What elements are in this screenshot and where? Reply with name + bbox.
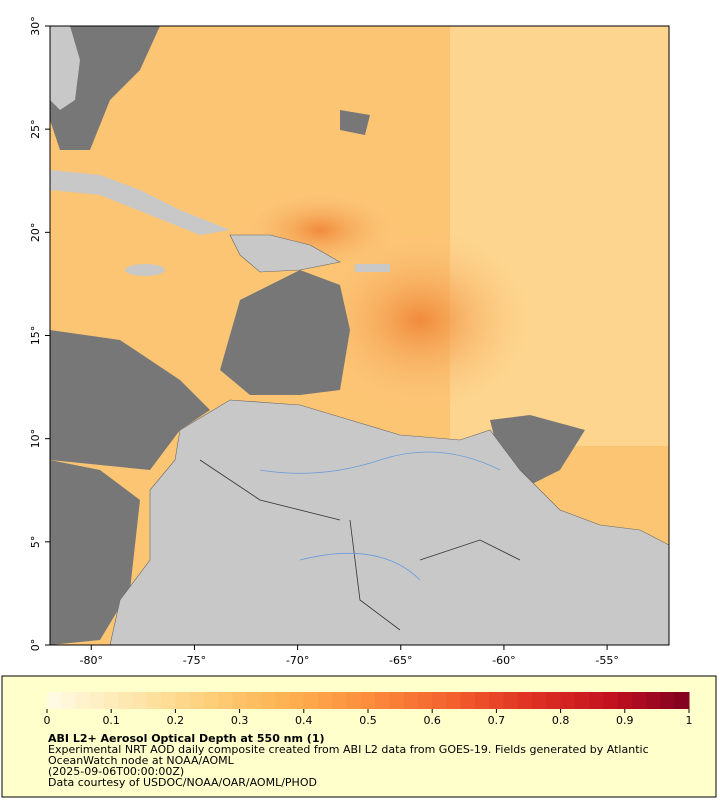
colorbar-swatch [289,692,305,709]
colorbar-swatch [47,692,62,709]
colorbar-swatch [360,692,376,709]
caption-line: OceanWatch node at NOAA/AOML [48,754,235,767]
colorbar-swatch [146,692,162,709]
x-tick-label: -60° [492,654,515,667]
land [50,26,80,110]
colorbar-swatch [603,692,619,709]
colorbar-swatch [560,692,576,709]
colorbar-swatch [232,692,248,709]
colorbar-swatch [189,692,205,709]
colorbar-swatch [318,692,333,709]
colorbar-swatch [631,692,647,709]
colorbar-swatch [589,692,604,709]
aod-plume [310,230,530,410]
colorbar: 0 0.1 0.2 0.3 0.4 0.5 0.6 0.7 0.8 0.9 1 [44,692,693,727]
colorbar-swatch [175,692,191,709]
colorbar-swatch [617,692,633,709]
land [355,264,390,272]
colorbar-swatch [218,692,233,709]
colorbar-swatch [303,692,319,709]
colorbar-swatch [203,692,219,709]
x-tick-label: -75° [183,654,206,667]
caption-line: Experimental NRT AOD daily composite cre… [48,743,649,756]
colorbar-tick-label: 0.3 [231,714,249,727]
colorbar-tick-label: 0.6 [423,714,441,727]
colorbar-swatch [118,692,134,709]
colorbar-swatch [375,692,390,709]
no-data [50,330,210,470]
colorbar-swatch [489,692,505,709]
colorbar-swatch [503,692,519,709]
colorbar-tick-label: 0.8 [552,714,570,727]
y-tick-label: 20° [29,223,42,243]
caption-line: Data courtesy of USDOC/NOAA/OAR/AOML/PHO… [48,776,317,789]
colorbar-swatch [475,692,490,709]
y-tick-label: 5° [29,536,42,549]
colorbar-swatch [446,692,462,709]
y-tick-label: 30° [29,16,42,36]
y-tick-label: 15° [29,326,42,346]
colorbar-swatch [417,692,433,709]
colorbar-swatch [75,692,91,709]
land [109,399,670,646]
caption-line: (2025-09-06T00:00:00Z) [48,765,184,778]
caption-title: ABI L2+ Aerosol Optical Depth at 550 nm … [48,732,325,745]
colorbar-tick-label: 0.2 [167,714,185,727]
x-tick-label: -65° [389,654,412,667]
colorbar-swatch [546,692,562,709]
no-data [340,110,370,135]
colorbar-swatch [460,692,476,709]
land [229,234,341,273]
colorbar-swatch [246,692,262,709]
x-tick-label: -55° [595,654,618,667]
no-data [220,270,350,395]
colorbar-swatch [574,692,590,709]
colorbar-swatch [61,692,77,709]
colorbar-tick-label: 0.1 [102,714,120,727]
colorbar-swatch [261,692,276,709]
colorbar-tick-label: 0 [44,714,51,727]
colorbar-tick-label: 0.4 [295,714,313,727]
colorbar-tick-label: 0.5 [359,714,377,727]
colorbar-swatch [532,692,547,709]
colorbar-swatch [346,692,362,709]
border [199,459,521,631]
land [125,264,165,276]
x-tick-label: -70° [286,654,309,667]
colorbar-swatch [403,692,419,709]
land [50,170,230,235]
colorbar-swatch [674,692,690,709]
map [49,25,670,646]
colorbar-swatch [660,692,676,709]
y-tick-label: 0° [29,639,42,652]
no-data [50,460,140,645]
colorbar-swatch [646,692,661,709]
river [259,451,501,581]
colorbar-swatch [275,692,291,709]
colorbar-swatch [89,692,105,709]
colorbar-tick-label: 1 [686,714,693,727]
y-tick-label: 25° [29,119,42,139]
colorbar-swatch [432,692,447,709]
x-tick-label: -80° [80,654,103,667]
y-tick-label: 10° [29,429,42,449]
colorbar-swatch [104,692,119,709]
colorbar-swatch [332,692,348,709]
colorbar-tick-label: 0.7 [488,714,506,727]
colorbar-swatch [161,692,176,709]
colorbar-swatch [132,692,148,709]
colorbar-swatch [517,692,533,709]
colorbar-swatch [389,692,405,709]
axes: -80° -75° -70° -65° -60° -55° 0° 5° 10° 15° 20° 25°… [29,16,619,667]
colorbar-tick-label: 0.9 [616,714,634,727]
